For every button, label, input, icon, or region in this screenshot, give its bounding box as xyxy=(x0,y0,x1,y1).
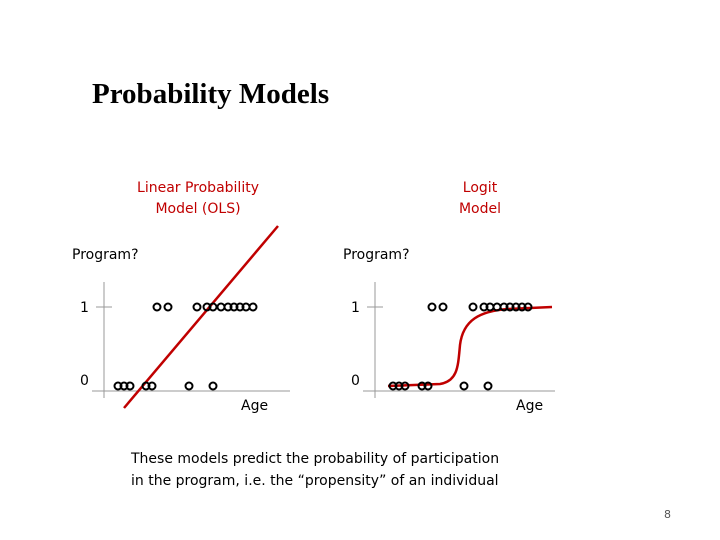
page-number: 8 xyxy=(664,508,671,521)
right-points-participants xyxy=(427,302,533,312)
data-point xyxy=(423,381,433,391)
right-y-axis-label: Program? xyxy=(343,247,410,263)
data-point xyxy=(523,302,533,312)
data-point xyxy=(400,381,410,391)
data-point xyxy=(208,381,218,391)
right-plot-title-line2: Model xyxy=(458,201,502,217)
right-points-nonparticipants xyxy=(388,381,493,391)
data-point xyxy=(438,302,448,312)
data-point xyxy=(459,381,469,391)
left-tick-0: 0 xyxy=(80,373,89,389)
left-x-axis-label: Age xyxy=(241,398,269,414)
left-y-axis-label: Program? xyxy=(72,247,139,263)
caption-line-2: in the program, i.e. the “propensity” of… xyxy=(131,473,499,489)
left-plot-title: Linear Probability Model (OLS) xyxy=(118,178,278,220)
data-point xyxy=(152,302,162,312)
left-points-participants xyxy=(152,302,258,312)
data-point xyxy=(192,302,202,312)
right-tick-0: 0 xyxy=(351,373,360,389)
data-point xyxy=(125,381,135,391)
right-tick-1: 1 xyxy=(351,300,360,316)
right-plot-title: Logit Model xyxy=(440,178,520,220)
caption-line-1: These models predict the probability of … xyxy=(131,451,500,467)
data-point xyxy=(248,302,258,312)
data-point xyxy=(483,381,493,391)
left-tick-1: 1 xyxy=(80,300,89,316)
data-point xyxy=(184,381,194,391)
slide-title: Probability Models xyxy=(92,78,330,110)
right-x-axis-label: Age xyxy=(516,398,544,414)
left-points-nonparticipants xyxy=(113,381,218,391)
data-point xyxy=(163,302,173,312)
left-linear-fit-line xyxy=(123,225,279,409)
left-plot-title-line1: Linear Probability xyxy=(137,180,259,196)
right-plot-title-line1: Logit xyxy=(462,180,498,196)
data-point xyxy=(468,302,478,312)
data-point xyxy=(216,302,226,312)
left-plot-title-line2: Model (OLS) xyxy=(155,201,241,217)
data-point xyxy=(147,381,157,391)
right-logistic-curve xyxy=(387,305,553,388)
data-point xyxy=(427,302,437,312)
caption: These models predict the probability of … xyxy=(131,448,551,492)
